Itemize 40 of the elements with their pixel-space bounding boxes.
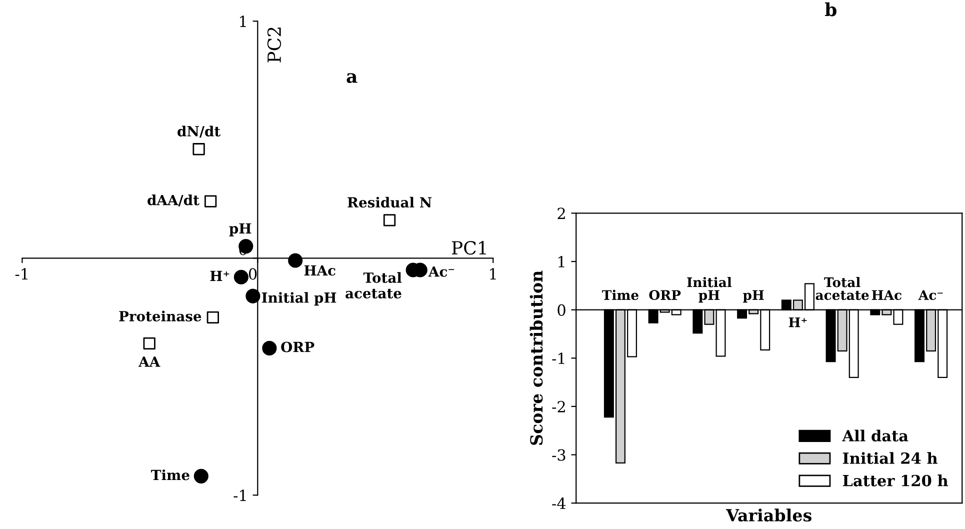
y-tick-label: -1 — [552, 352, 564, 364]
y-tick-label: 2 — [558, 208, 565, 219]
category-label: Ac⁻ — [918, 290, 943, 300]
category-label: ORP — [649, 290, 681, 300]
annotation: Ac⁻ — [428, 266, 454, 277]
y-axis-title: PC2 — [267, 28, 282, 62]
category-label: Time — [602, 290, 638, 300]
text: a — [346, 73, 358, 84]
y-tick-label: 1 — [558, 256, 564, 268]
annotation: H⁺ — [210, 270, 230, 281]
y-tick-label: -3 — [552, 449, 566, 461]
annotation: Initial pH — [262, 292, 336, 306]
category-label: HAc — [872, 290, 902, 300]
annotation: pH — [229, 223, 252, 236]
category-label: Total acetate — [816, 277, 869, 300]
annotation: ORP — [281, 342, 314, 352]
annotation: dAA/dt — [148, 194, 200, 206]
category-label: pH — [743, 290, 764, 303]
annotation: Time — [151, 469, 190, 480]
x-tick-label: 1 — [490, 268, 496, 280]
x-axis-title: Variables — [726, 508, 812, 522]
category-label: Initial pH — [687, 277, 732, 303]
annotation: dN/dt — [178, 126, 221, 138]
y-tick-label: 0 — [558, 304, 566, 316]
category-label: H⁺ — [788, 317, 807, 328]
annotation: Residual N — [348, 196, 432, 208]
annotation: AA — [138, 356, 160, 367]
x-axis-title: PC1 — [452, 240, 486, 255]
annotation: Total acetate — [346, 272, 402, 298]
chart-title: b — [824, 2, 836, 16]
x-tick-label: 0 — [248, 268, 257, 280]
y-axis-title: Score contribution — [530, 270, 543, 445]
y-tick-label: -4 — [552, 498, 566, 509]
y-tick-label: -2 — [552, 400, 565, 412]
x-tick-label: -1 — [15, 268, 28, 280]
annotation: HAc — [304, 265, 336, 276]
legend-label: Initial 24 h — [842, 452, 938, 464]
legend-label: Latter 120 h — [842, 474, 948, 486]
legend-label: All data — [842, 430, 908, 442]
annotation: Proteinase — [119, 310, 202, 322]
